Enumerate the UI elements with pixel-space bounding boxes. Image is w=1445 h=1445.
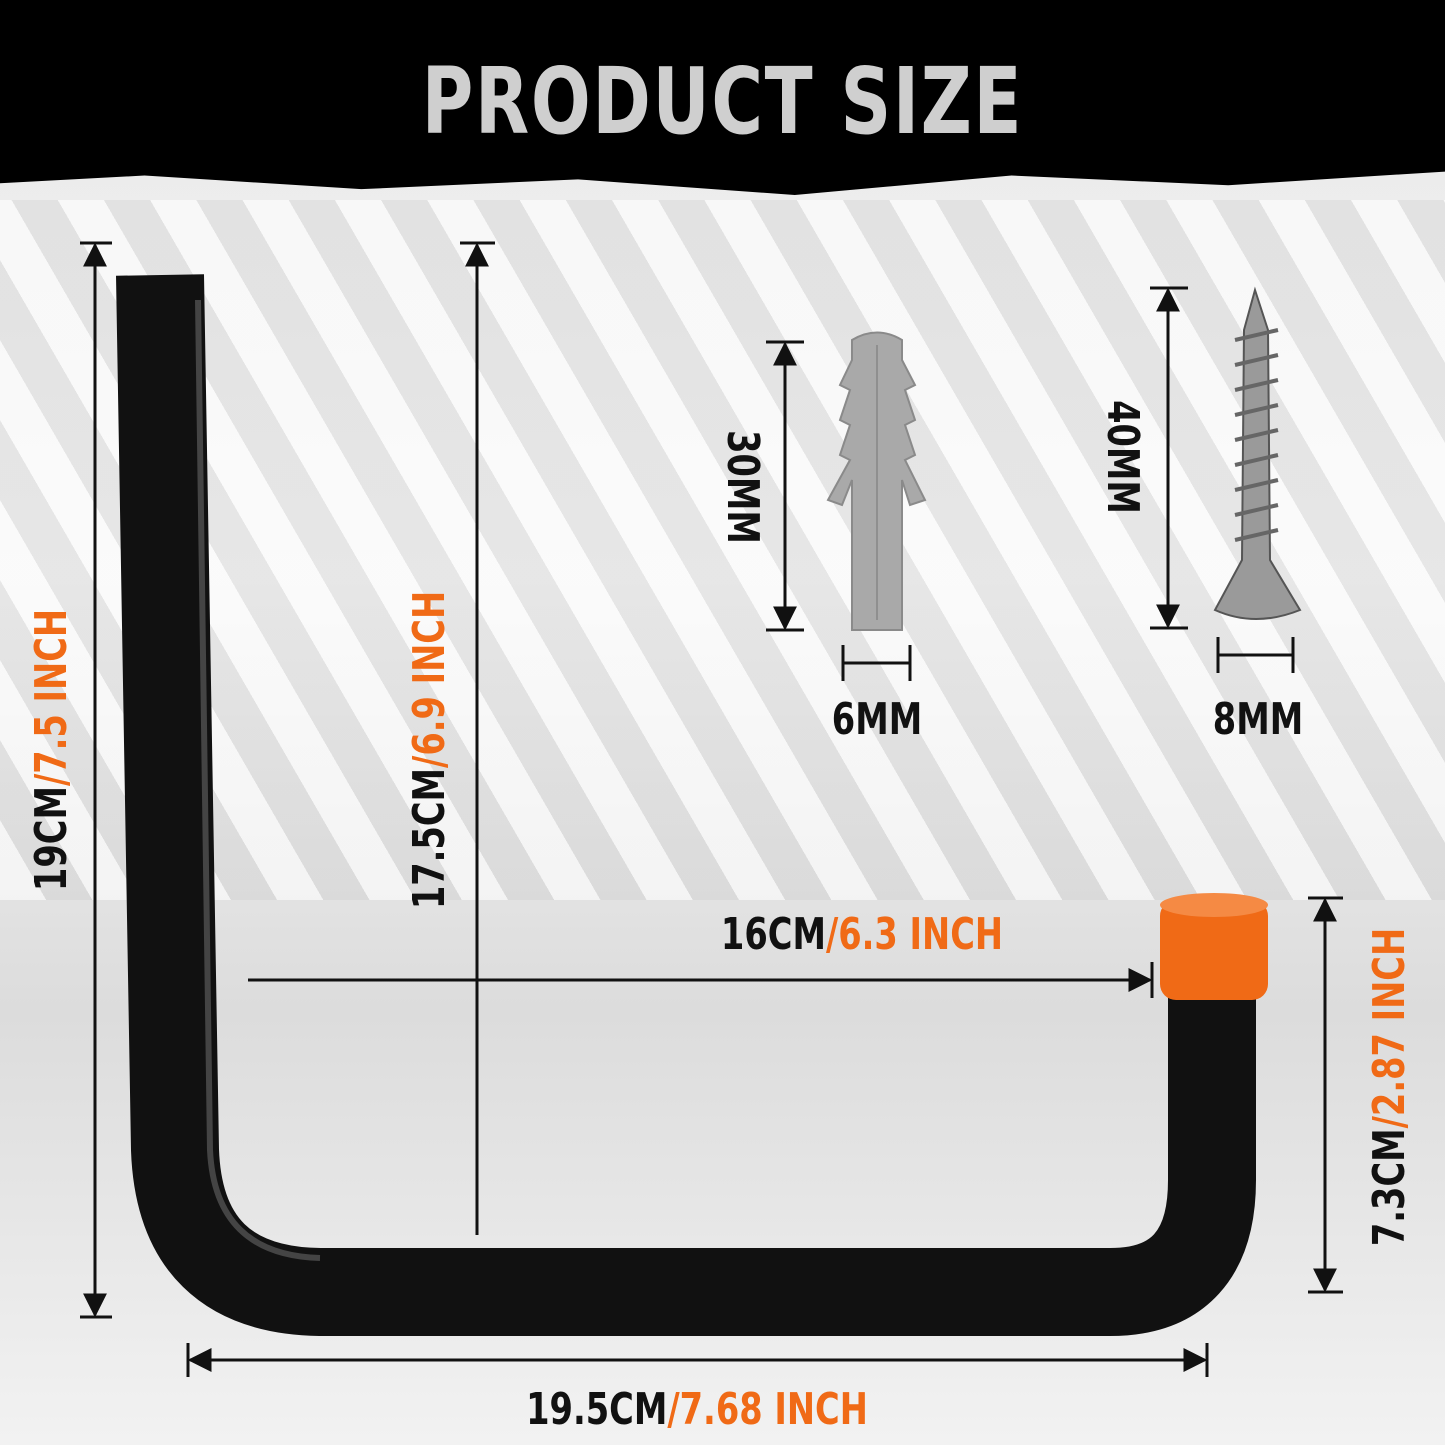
header-banner xyxy=(0,0,1445,195)
background-decor xyxy=(0,200,1445,900)
label-anchor-diameter: 6MM xyxy=(831,694,923,745)
label-inner-depth: 16CM/6.3 INCH xyxy=(721,913,1003,957)
hook xyxy=(116,274,1256,1336)
label-anchor-length: 30MM xyxy=(717,430,768,544)
screw xyxy=(1213,286,1302,620)
label-screw-diameter: 8MM xyxy=(1212,694,1304,745)
inch-value: /7.68 INCH xyxy=(667,1384,868,1435)
label-total-height: 19CM/7.5 INCH xyxy=(26,609,77,891)
inch-value: /6.3 INCH xyxy=(825,909,1004,960)
label-inner-height: 17.5CM/6.9 INCH xyxy=(404,591,455,909)
inch-value: /2.87 INCH xyxy=(1364,927,1415,1129)
cm-value: 7.3CM xyxy=(1364,1128,1415,1247)
cm-value: 19.5CM xyxy=(526,1384,668,1435)
label-screw-length: 40MM xyxy=(1097,400,1148,514)
inch-value: /6.9 INCH xyxy=(404,590,455,768)
hook-highlight xyxy=(195,299,321,1261)
orange-end-cap xyxy=(1160,900,1268,1000)
inch-value: /7.5 INCH xyxy=(26,608,77,787)
cm-value: 17.5CM xyxy=(404,767,455,910)
cm-value: 19CM xyxy=(26,786,77,892)
wall-anchor xyxy=(826,331,927,631)
label-tip-height: 7.3CM/2.87 INCH xyxy=(1364,928,1415,1246)
page-title: PRODUCT SIZE xyxy=(421,48,1024,155)
cm-value: 16CM xyxy=(720,909,826,960)
label-total-depth: 19.5CM/7.68 INCH xyxy=(526,1388,868,1432)
